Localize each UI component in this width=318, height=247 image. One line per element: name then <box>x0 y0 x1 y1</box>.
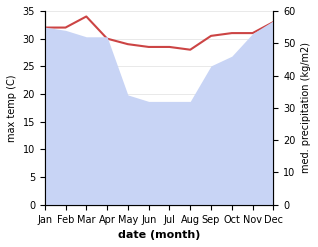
Y-axis label: max temp (C): max temp (C) <box>7 74 17 142</box>
Y-axis label: med. precipitation (kg/m2): med. precipitation (kg/m2) <box>301 42 311 173</box>
X-axis label: date (month): date (month) <box>118 230 200 240</box>
